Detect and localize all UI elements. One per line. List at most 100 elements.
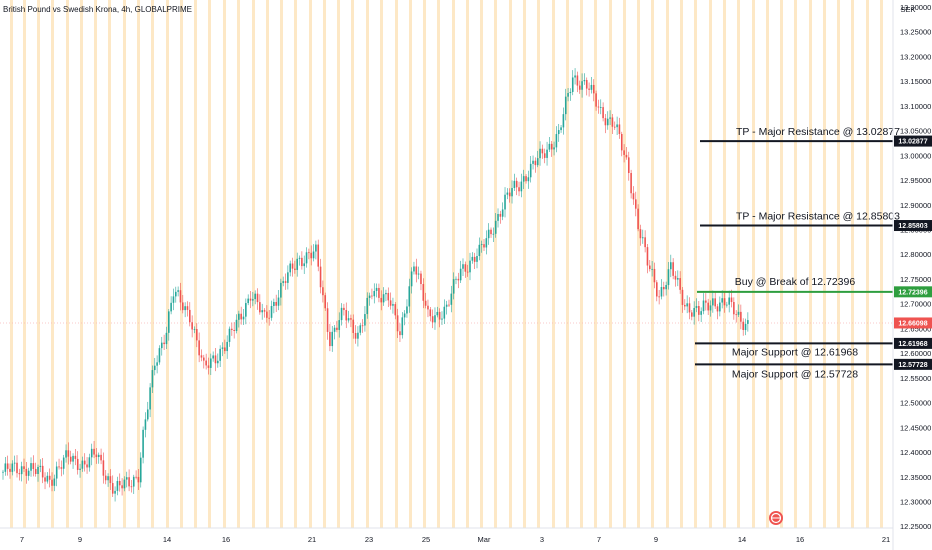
candle-body [548,143,551,150]
candle-body [102,460,105,476]
time-tick-label: 16 [222,535,230,544]
candle-body [207,365,210,368]
price-tick-label: 12.45000 [900,423,931,432]
candle-body [555,134,558,148]
candle-body [368,295,371,298]
candle-body [597,106,600,108]
session-band [166,0,169,528]
candle-body [380,297,383,303]
candle-body [361,325,364,327]
candle-body [137,476,140,483]
candle-body [86,464,88,468]
candle-body [186,306,189,310]
candle-body [429,309,432,317]
time-axis[interactable]: 7 9 14 16 21 23 25 Mar 3 7 9 14 16 21 [20,535,890,544]
candle-body [51,479,53,486]
candle-body [90,448,93,458]
candle-body [76,458,79,470]
candle-body [238,313,240,320]
candle-body [529,163,532,178]
candle-body [536,158,539,166]
candle-body [261,310,263,313]
candle-body [723,298,726,306]
candle-body [424,300,427,306]
candle-body [406,306,408,314]
level-label-support2: Major Support @ 12.57728 [732,368,858,380]
candle-body [401,317,404,336]
candle-body [219,348,221,361]
price-tick-label: 12.70000 [900,300,931,309]
candle-body [742,321,744,330]
price-tick-label: 13.15000 [900,77,931,86]
candle-body [560,127,562,131]
time-tick-label: 21 [308,535,316,544]
candle-body [74,455,77,459]
last-price-tag: 12.66098 [898,320,927,327]
candle-body [100,454,102,461]
candle-body [677,278,679,280]
candle-body [310,252,313,259]
price-axis[interactable]: 12.25000 12.30000 12.35000 12.40000 12.45000… [894,3,932,531]
candle-body [574,75,576,78]
candle-body [303,263,306,267]
candle-body [623,150,625,155]
candle-body [450,293,453,305]
candle-body [569,91,572,94]
candle-body [532,160,534,164]
candle-body [30,463,32,471]
candle-body [508,192,511,197]
level-tag-bg-buy [894,286,932,298]
candle-body [142,429,144,458]
candle-body [691,312,693,317]
candle-body [308,252,310,254]
candle-body [590,84,593,90]
candle-body [352,319,355,333]
candle-body [415,266,418,275]
candle-body [705,300,707,303]
session-band [609,0,612,528]
candle-body [46,475,49,482]
candle-body [228,328,231,342]
candle-body [515,180,518,188]
candle-body [158,348,161,363]
candle-body [111,483,114,494]
price-tick-label: 12.75000 [900,275,931,284]
candle-body [438,311,441,320]
candle-body [135,476,137,478]
candle-body [681,289,684,305]
candle-body [473,256,476,262]
candle-body [284,281,287,283]
candle-body [716,306,719,312]
candle-body [651,268,653,270]
candle-body [394,304,397,316]
session-band [651,0,654,528]
candle-body [4,463,7,472]
session-band [409,0,412,528]
level-label-buy: Buy @ Break of 12.72396 [735,276,856,288]
candle-body [18,473,21,475]
candle-body [65,450,67,458]
candle-body [331,331,334,347]
session-band [266,0,269,528]
candle-body [427,305,429,310]
candle-body [217,360,219,364]
candle-body [700,311,702,315]
candle-body [357,332,359,339]
candle-body [275,301,277,306]
candle-body [511,188,513,197]
candle-body [378,287,380,298]
session-band [694,0,697,528]
candle-body [665,285,667,290]
price-tick-label: 12.95000 [900,176,931,185]
session-band [437,0,440,528]
candle-body [371,295,373,297]
candle-body [457,278,460,281]
candle-body [184,306,186,311]
candle-body [151,370,154,388]
candle-body [674,275,677,280]
candle-body [88,457,91,468]
candle-body [611,117,614,127]
candle-body [497,213,499,221]
candle-body [198,340,200,356]
